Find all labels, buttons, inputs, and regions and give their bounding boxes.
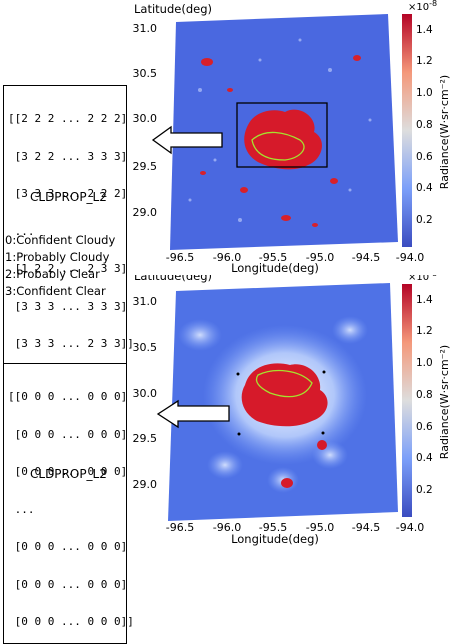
top-small-cities bbox=[200, 55, 361, 227]
top-cbar-tick: 1.0 bbox=[416, 87, 433, 99]
top-x-ticks: -96.5 -96.0 -95.5 -95.0 -94.5 -94.0 bbox=[166, 251, 424, 264]
top-colorbar bbox=[402, 14, 412, 247]
cloud-legend-item: 0:Confident Cloudy bbox=[5, 233, 116, 247]
top-x-tick: -95.0 bbox=[306, 251, 334, 264]
top-cbar-tick: 1.4 bbox=[416, 24, 433, 36]
top-x-tick: -96.5 bbox=[166, 251, 194, 264]
matrix-row: [3 3 3 ... 2 2 2] bbox=[8, 187, 128, 200]
matrix-row: [0 0 0 ... 0 0 0] bbox=[8, 465, 128, 478]
bottom-colorbar-exponent: ×10-8 bbox=[408, 275, 437, 283]
top-city-boundary bbox=[251, 131, 305, 161]
top-y-axis-label: Latitude(deg) bbox=[134, 2, 212, 16]
bottom-y-tick: 29.0 bbox=[133, 478, 158, 491]
top-x-tick: -94.0 bbox=[396, 251, 424, 264]
top-y-tick: 31.0 bbox=[133, 22, 158, 35]
top-main-city bbox=[244, 109, 322, 170]
top-y-tick: 30.5 bbox=[133, 67, 158, 80]
bottom-x-tick: -96.0 bbox=[213, 521, 241, 534]
top-cbar-tick: 0.2 bbox=[416, 214, 433, 226]
top-radiance-map: 31.0 30.5 30.0 29.5 29.0 Latitude(deg) -… bbox=[133, 0, 452, 275]
top-y-ticks: 31.0 30.5 30.0 29.5 29.0 bbox=[133, 22, 158, 219]
top-x-axis-label: Longitude(deg) bbox=[231, 261, 319, 275]
matrix-row: [0 0 0 ... 0 0 0] bbox=[8, 540, 128, 553]
top-x-tick: -96.0 bbox=[213, 251, 241, 264]
bottom-markers bbox=[236, 370, 326, 436]
top-matrix-caption: CLDPROP_L2 bbox=[30, 190, 107, 204]
bottom-x-tick: -95.0 bbox=[306, 521, 334, 534]
top-highlight-box bbox=[236, 102, 328, 168]
bottom-y-ticks: 31.0 30.5 30.0 29.5 29.0 bbox=[133, 295, 158, 491]
bottom-cbar-tick: 1.2 bbox=[416, 325, 433, 337]
bottom-x-tick: -94.5 bbox=[352, 521, 380, 534]
matrix-row: [1 2 2 ... 2 3 3] bbox=[8, 262, 128, 275]
bottom-cbar-tick: 0.6 bbox=[416, 421, 433, 433]
matrix-row: [[2 2 2 ... 2 2 2] bbox=[8, 112, 128, 125]
bottom-cloud-matrix: [[0 0 0 ... 0 0 0] [0 0 0 ... 0 0 0] [0 … bbox=[3, 363, 134, 644]
top-y-tick: 29.5 bbox=[133, 160, 158, 173]
matrix-row: [[0 0 0 ... 0 0 0] bbox=[8, 390, 128, 403]
bottom-x-tick: -94.0 bbox=[396, 521, 424, 534]
bottom-cbar-tick: 0.8 bbox=[416, 389, 433, 401]
bottom-cbar-tick: 0.4 bbox=[416, 452, 433, 464]
top-colorbar-ticks: 1.4 1.2 1.0 0.8 0.6 0.4 0.2 bbox=[416, 24, 433, 226]
bottom-matrix-caption: CLDPROP_L2 bbox=[30, 467, 107, 481]
bottom-y-tick: 29.5 bbox=[133, 432, 158, 445]
bottom-cbar-tick: 1.4 bbox=[416, 294, 433, 306]
matrix-row: [0 0 0 ... 0 0 0]] bbox=[8, 615, 134, 628]
bottom-y-tick: 30.5 bbox=[133, 341, 158, 354]
top-cloud-matrix: [[2 2 2 ... 2 2 2] [3 2 2 ... 3 3 3] [3 … bbox=[3, 85, 134, 366]
bottom-y-tick: 30.0 bbox=[133, 387, 158, 400]
top-y-tick: 29.0 bbox=[133, 206, 158, 219]
bottom-cbar-tick: 0.2 bbox=[416, 484, 433, 496]
top-cbar-tick: 1.2 bbox=[416, 55, 433, 67]
bottom-cbar-tick: 1.0 bbox=[416, 357, 433, 369]
top-light-scatter bbox=[188, 38, 372, 222]
bottom-radiance-map: 31.0 30.5 30.0 29.5 29.0 Latitude(deg) -… bbox=[133, 275, 452, 546]
top-x-tick: -94.5 bbox=[352, 251, 380, 264]
bottom-colorbar-label: Radiance(W·sr·cm⁻²) bbox=[438, 345, 451, 459]
cloud-legend-item: 2:Probably Clear bbox=[5, 267, 100, 281]
top-cbar-tick: 0.8 bbox=[416, 119, 433, 131]
matrix-row: [0 0 0 ... 0 0 0] bbox=[8, 577, 128, 591]
top-colorbar-label: Radiance(W·sr·cm⁻²) bbox=[438, 75, 451, 189]
matrix-row: ... bbox=[8, 502, 35, 516]
bottom-y-tick: 31.0 bbox=[133, 295, 158, 308]
bottom-x-tick: -95.5 bbox=[259, 521, 287, 534]
top-cbar-tick: 0.6 bbox=[416, 151, 433, 163]
matrix-row: ... bbox=[8, 224, 35, 238]
cloud-legend-item: 3:Confident Clear bbox=[5, 284, 106, 298]
top-y-tick: 30.0 bbox=[133, 112, 158, 125]
bottom-arrow bbox=[156, 399, 230, 429]
top-arrow bbox=[151, 125, 223, 155]
top-cbar-tick: 0.4 bbox=[416, 182, 433, 194]
bottom-colorbar-ticks: 1.4 1.2 1.0 0.8 0.6 0.4 0.2 bbox=[416, 294, 433, 496]
bottom-main-city bbox=[241, 363, 328, 427]
bottom-x-ticks: -96.5 -96.0 -95.5 -95.0 -94.5 -94.0 bbox=[166, 521, 424, 534]
bottom-x-axis-label: Longitude(deg) bbox=[231, 532, 319, 546]
top-colorbar-exponent: ×10-8 bbox=[408, 0, 437, 13]
bottom-y-axis-label: Latitude(deg) bbox=[134, 275, 212, 283]
bottom-city-boundary bbox=[255, 369, 313, 398]
matrix-row: [0 0 0 ... 0 0 0] bbox=[8, 427, 128, 441]
bottom-small-cities bbox=[281, 440, 327, 488]
bottom-colorbar bbox=[402, 284, 412, 517]
top-x-tick: -95.5 bbox=[259, 251, 287, 264]
bottom-x-tick: -96.5 bbox=[166, 521, 194, 534]
cloud-legend-item: 1:Probably Cloudy bbox=[5, 250, 110, 264]
matrix-row: [3 2 2 ... 3 3 3] bbox=[8, 149, 128, 163]
